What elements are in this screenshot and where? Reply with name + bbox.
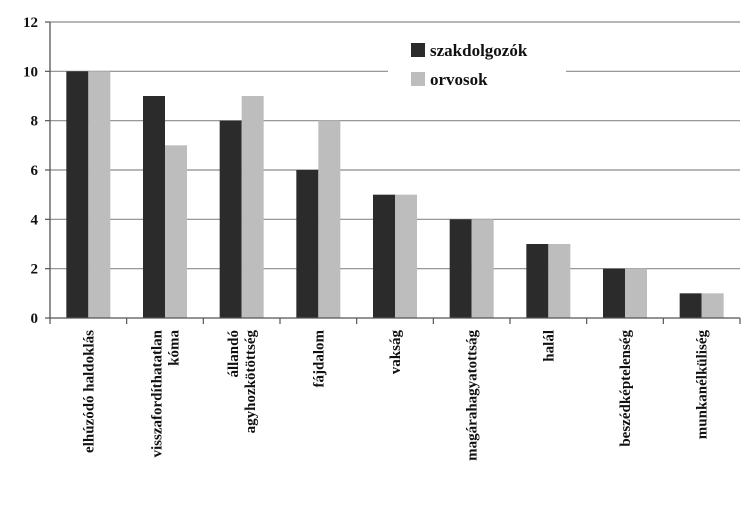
y-tick-label: 6	[31, 163, 39, 179]
y-tick-label: 4	[31, 212, 39, 228]
x-category-label-line: visszafordíthatatlan	[150, 329, 166, 457]
x-category-label-line: beszédképtelenség	[618, 330, 634, 447]
x-category-label: állandó agyhozkötöttség	[226, 330, 259, 434]
bar-szakdolgozok	[603, 268, 625, 318]
bar-szakdolgozok	[373, 194, 395, 318]
x-category-label-line: agyhozkötöttség	[243, 330, 259, 434]
bar-szakdolgozok	[449, 219, 472, 318]
x-category-label-line: magárahagyatottság	[465, 330, 481, 461]
y-tick-label: 8	[31, 114, 39, 130]
x-axis-categories: elhúzódó haldoklás visszafordíthatatlan kó…	[81, 329, 710, 460]
bar-orvosok	[241, 96, 264, 318]
bars	[66, 71, 724, 319]
legend-label: szakdolgozók	[430, 41, 528, 60]
x-category-label: vakság	[388, 330, 404, 375]
bar-orvosok	[165, 145, 187, 318]
legend-swatch	[411, 72, 425, 86]
bar-orvosok	[471, 219, 494, 318]
x-category-label: munkanélküliség	[695, 330, 711, 440]
legend-label: orvosok	[430, 70, 488, 89]
y-tick-label: 2	[31, 262, 39, 278]
legend-swatch	[411, 43, 425, 57]
x-category-label-line: halál	[541, 330, 557, 362]
x-category-label-line: fájdalom	[311, 330, 327, 388]
x-category-label: elhúzódó haldoklás	[81, 330, 97, 453]
bar-szakdolgozok	[66, 71, 89, 318]
x-category-label: visszafordíthatatlan kóma	[150, 329, 183, 457]
x-category-label: magárahagyatottság	[465, 330, 481, 461]
x-category-label-line: munkanélküliség	[695, 330, 711, 440]
bar-szakdolgozok	[219, 120, 242, 319]
bar-szakdolgozok	[679, 293, 702, 318]
x-category-label: beszédképtelenség	[618, 330, 634, 447]
bar-szakdolgozok	[296, 170, 319, 318]
bar-orvosok	[88, 71, 111, 318]
bar-orvosok	[395, 194, 417, 318]
bar-orvosok	[625, 268, 647, 318]
bar-orvosok	[548, 244, 571, 318]
x-category-label: fájdalom	[311, 330, 327, 388]
y-tick-label: 0	[31, 311, 39, 327]
x-category-label-line: kóma	[167, 330, 183, 366]
bar-szakdolgozok	[143, 96, 165, 318]
bar-orvosok	[701, 293, 724, 318]
x-category-label-line: elhúzódó haldoklás	[81, 330, 97, 453]
legend: szakdolgozók orvosok	[388, 33, 566, 103]
y-tick-label: 10	[23, 64, 38, 80]
y-tick-label: 12	[23, 15, 38, 31]
y-axis-ticks: 0 2 4 6 8 10 12	[23, 15, 50, 327]
bar-szakdolgozok	[526, 244, 549, 318]
x-category-label: halál	[541, 330, 557, 362]
x-category-label-line: vakság	[388, 330, 404, 375]
x-category-label-line: állandó	[226, 330, 242, 378]
bar-orvosok	[318, 120, 341, 319]
